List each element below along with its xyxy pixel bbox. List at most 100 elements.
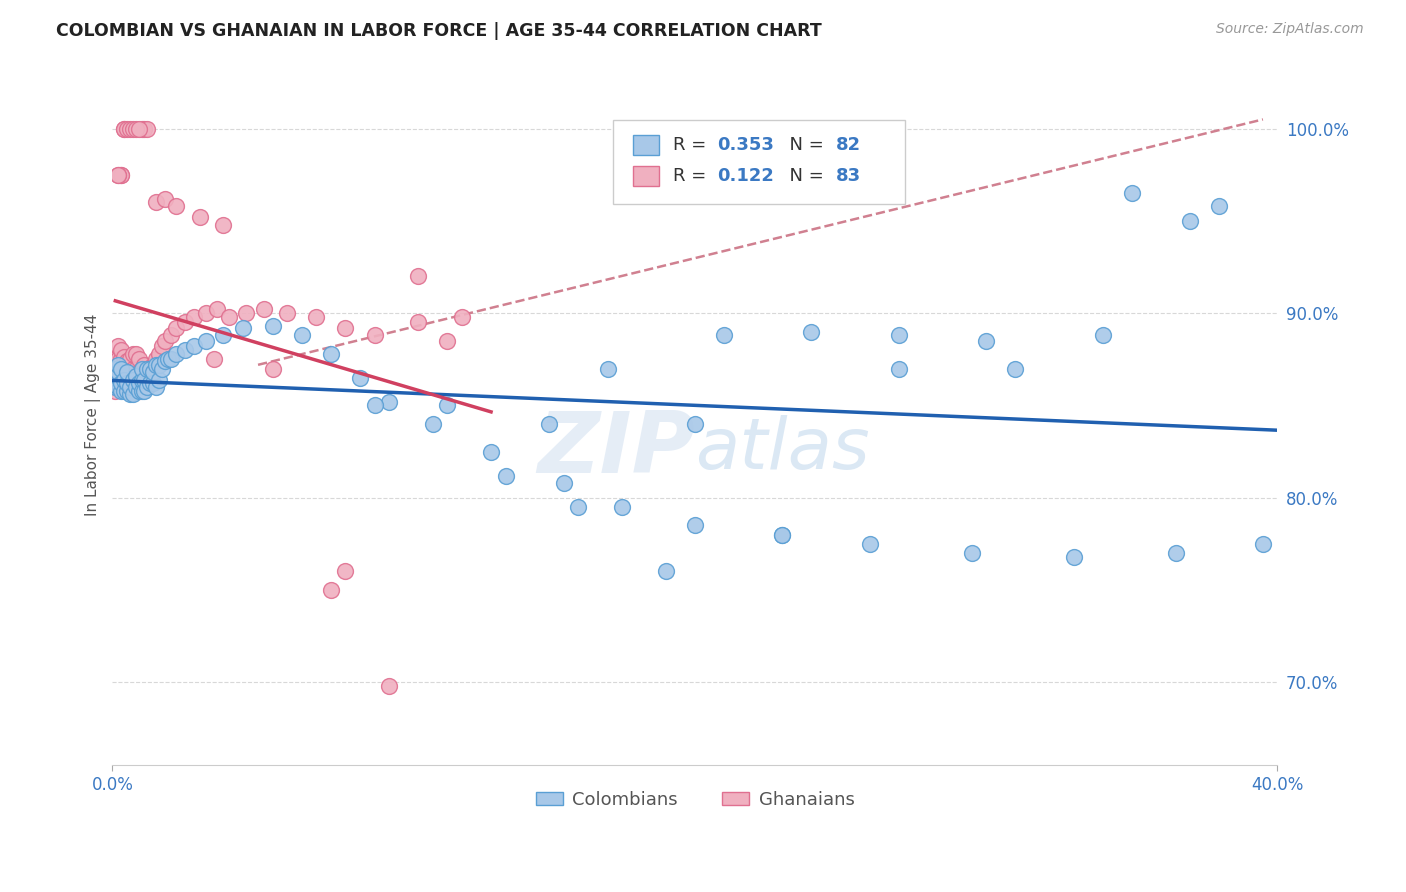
Point [166, 199, 188, 213]
Point [145, 352, 167, 367]
Point [305, 310, 328, 324]
Point [131, 361, 153, 376]
Point [118, 384, 141, 398]
Point [153, 334, 176, 348]
Point [553, 475, 575, 490]
Point [770, 527, 793, 541]
Point [128, 365, 150, 379]
Point [436, 334, 458, 348]
Point [183, 339, 205, 353]
Point [194, 306, 217, 320]
Point [538, 417, 561, 431]
Point [131, 373, 153, 387]
Point [174, 343, 197, 357]
Point [112, 384, 135, 398]
Point [156, 352, 179, 367]
Point [148, 358, 170, 372]
Point [104, 361, 127, 376]
Point [131, 384, 153, 398]
Text: 83: 83 [837, 167, 860, 186]
Point [115, 384, 138, 398]
Point [713, 328, 735, 343]
Point [232, 321, 254, 335]
Point [174, 315, 197, 329]
Point [596, 361, 619, 376]
Point [110, 361, 132, 376]
Point [859, 537, 882, 551]
Point [610, 500, 633, 514]
Point [115, 368, 138, 383]
Point [131, 361, 153, 376]
Point [422, 417, 444, 431]
Point [125, 347, 148, 361]
Point [139, 376, 162, 391]
Point [436, 398, 458, 412]
Point [107, 168, 129, 182]
Text: Source: ZipAtlas.com: Source: ZipAtlas.com [1216, 22, 1364, 37]
Point [253, 302, 276, 317]
Point [121, 361, 143, 376]
Point [1121, 186, 1143, 201]
Point [107, 380, 129, 394]
Point [212, 218, 235, 232]
Point [319, 582, 342, 597]
Point [1208, 199, 1230, 213]
Point [107, 339, 129, 353]
Point [218, 310, 240, 324]
Point [125, 380, 148, 394]
Point [128, 384, 150, 398]
Point [104, 365, 127, 379]
Point [134, 121, 156, 136]
Point [112, 361, 135, 376]
Point [207, 302, 229, 317]
Point [107, 365, 129, 379]
Point [974, 334, 997, 348]
Point [1091, 328, 1114, 343]
Point [479, 444, 502, 458]
Point [335, 321, 357, 335]
Point [406, 315, 429, 329]
Point [131, 121, 153, 136]
Point [960, 546, 983, 560]
Point [110, 168, 132, 182]
Point [212, 328, 235, 343]
Point [153, 192, 176, 206]
Point [112, 121, 135, 136]
Point [118, 121, 141, 136]
Point [104, 376, 127, 391]
Point [235, 306, 257, 320]
Point [495, 468, 517, 483]
Point [363, 398, 385, 412]
Point [128, 121, 150, 136]
Point [262, 319, 284, 334]
Point [118, 387, 141, 401]
Text: ZIP: ZIP [537, 409, 695, 491]
Point [139, 361, 162, 376]
Point [107, 358, 129, 372]
Point [112, 351, 135, 365]
Point [291, 328, 314, 343]
Point [134, 358, 156, 372]
Point [139, 365, 162, 379]
Point [148, 347, 170, 361]
Point [107, 376, 129, 391]
Point [136, 361, 159, 376]
Point [183, 310, 205, 324]
Point [136, 361, 159, 376]
Point [131, 376, 153, 391]
Point [115, 365, 138, 379]
Point [125, 361, 148, 376]
Point [110, 343, 132, 357]
Point [110, 376, 132, 391]
Point [145, 358, 167, 372]
Point [104, 384, 127, 398]
Point [148, 373, 170, 387]
Point [115, 376, 138, 391]
Point [166, 347, 188, 361]
Point [118, 380, 141, 394]
Text: N =: N = [778, 167, 830, 186]
Point [110, 361, 132, 376]
Point [188, 211, 211, 225]
Text: COLOMBIAN VS GHANAIAN IN LABOR FORCE | AGE 35-44 CORRELATION CHART: COLOMBIAN VS GHANAIAN IN LABOR FORCE | A… [56, 22, 823, 40]
Point [1178, 214, 1201, 228]
